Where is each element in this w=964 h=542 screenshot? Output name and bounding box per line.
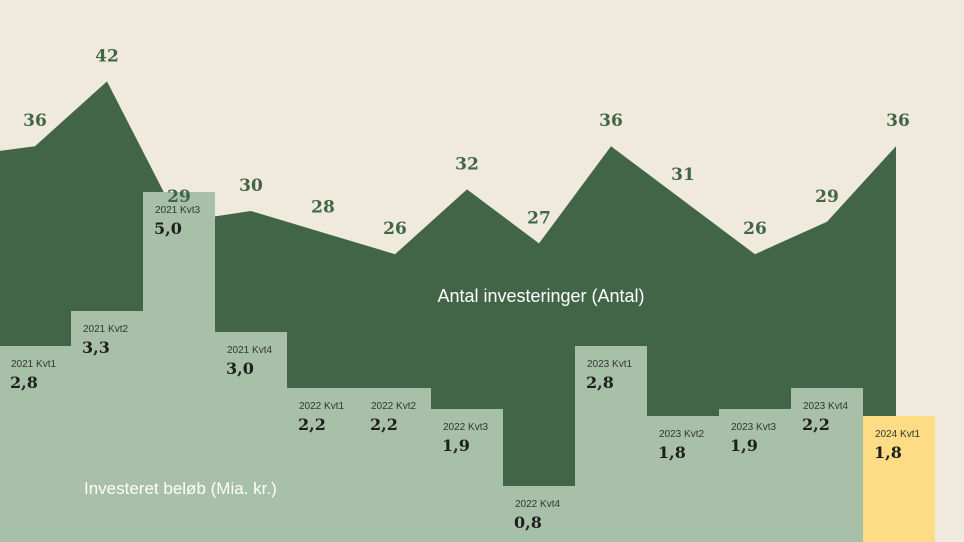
count-value-label: 30 xyxy=(239,176,263,196)
count-value-label: 27 xyxy=(527,208,551,228)
bar-category-label: 2022 Kvt2 xyxy=(371,401,416,412)
bar-value-label: 2,8 xyxy=(586,373,614,392)
bar-value-label: 2,8 xyxy=(10,373,38,392)
amount-bar xyxy=(359,388,431,542)
count-value-label: 29 xyxy=(815,187,839,207)
bar-category-label: 2021 Kvt4 xyxy=(227,345,272,356)
count-value-label: 36 xyxy=(23,111,47,131)
count-value-label: 26 xyxy=(383,219,407,239)
bar-label-layer: 2021 Kvt1 2,8 2021 Kvt2 3,3 2021 Kvt3 5,0 2021… xyxy=(10,205,920,532)
count-value-label: 31 xyxy=(671,165,695,185)
amount-bar xyxy=(431,409,503,542)
bar-category-label: 2023 Kvt4 xyxy=(803,401,848,412)
count-value-label: 36 xyxy=(599,111,623,131)
bar-category-label: 2022 Kvt1 xyxy=(299,401,344,412)
count-label-layer: 36 42 29 30 28 26 32 27 36 31 26 29 36 xyxy=(23,46,910,239)
bar-category-label: 2021 Kvt1 xyxy=(11,359,56,370)
amount-bar xyxy=(719,409,791,542)
bar-value-label: 2,2 xyxy=(370,415,398,434)
bar-category-label: 2021 Kvt3 xyxy=(155,205,200,216)
count-value-label: 36 xyxy=(886,111,910,131)
bar-value-label: 1,8 xyxy=(658,443,686,462)
bar-category-label: 2023 Kvt2 xyxy=(659,429,704,440)
bar-category-label: 2023 Kvt1 xyxy=(587,359,632,370)
amount-bar xyxy=(503,486,575,542)
amount-bar xyxy=(863,416,935,542)
bar-value-label: 0,8 xyxy=(514,513,542,532)
bar-category-label: 2022 Kvt3 xyxy=(443,422,488,433)
count-value-label: 32 xyxy=(455,154,479,174)
bar-layer xyxy=(0,192,935,542)
bar-category-label: 2022 Kvt4 xyxy=(515,499,560,510)
amount-bar xyxy=(791,388,863,542)
bar-value-label: 5,0 xyxy=(154,219,182,238)
count-value-label: 42 xyxy=(95,46,119,66)
count-value-label: 26 xyxy=(743,219,767,239)
amount-bar xyxy=(575,346,647,542)
amount-bar xyxy=(215,332,287,542)
bar-value-label: 1,8 xyxy=(874,443,902,462)
bar-value-label: 3,3 xyxy=(82,338,110,357)
count-value-label: 29 xyxy=(167,187,191,207)
bar-series-label: Investeret beløb (Mia. kr.) xyxy=(84,479,277,498)
bar-category-label: 2021 Kvt2 xyxy=(83,324,128,335)
bar-value-label: 2,2 xyxy=(802,415,830,434)
bar-value-label: 3,0 xyxy=(226,359,254,378)
amount-bar xyxy=(287,388,359,542)
area-series-label: Antal investeringer (Antal) xyxy=(437,286,644,306)
bar-category-label: 2023 Kvt3 xyxy=(731,422,776,433)
count-value-label: 28 xyxy=(311,198,335,218)
amount-bar xyxy=(71,311,143,542)
bar-value-label: 2,2 xyxy=(298,415,326,434)
amount-bar xyxy=(143,192,215,542)
bar-category-label: 2024 Kvt1 xyxy=(875,429,920,440)
amount-bar xyxy=(0,346,71,542)
amount-bar xyxy=(647,416,719,542)
bar-value-label: 1,9 xyxy=(730,436,758,455)
bar-value-label: 1,9 xyxy=(442,436,470,455)
